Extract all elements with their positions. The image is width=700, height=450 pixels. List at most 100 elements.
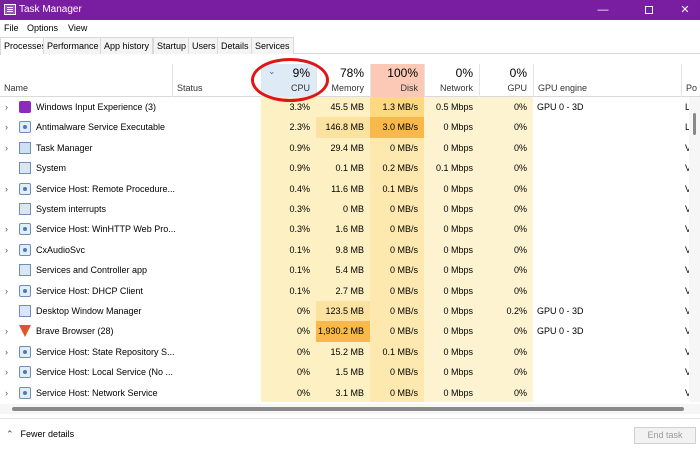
process-cpu: 0.1% bbox=[289, 265, 310, 276]
vertical-scroll-thumb[interactable] bbox=[693, 113, 696, 135]
tab-performance[interactable]: Performance bbox=[43, 37, 103, 54]
service-icon bbox=[19, 366, 31, 379]
process-gpu-engine bbox=[533, 179, 681, 199]
maximize-button[interactable] bbox=[634, 0, 664, 20]
process-row[interactable]: › Service Host: Network Service 0% 3.1 MB 0 … bbox=[0, 383, 700, 402]
process-name: Service Host: State Repository S... bbox=[36, 346, 175, 357]
process-gpu-engine bbox=[533, 138, 681, 158]
process-row[interactable]: › Service Host: State Repository S... 0% 15… bbox=[0, 342, 700, 362]
process-memory: 0.1 MB bbox=[335, 163, 364, 174]
process-name: Service Host: DHCP Client bbox=[36, 285, 143, 296]
header-name-label: Name bbox=[4, 83, 29, 93]
service-icon bbox=[19, 121, 31, 134]
header-status-label: Status bbox=[177, 83, 203, 93]
process-gpu: 0% bbox=[513, 244, 527, 255]
header-gpu-engine[interactable]: GPU engine bbox=[533, 64, 681, 97]
process-disk: 0.2 MB/s bbox=[382, 163, 418, 174]
service-icon bbox=[19, 182, 31, 195]
process-gpu-engine bbox=[533, 158, 681, 178]
header-name[interactable]: Name bbox=[0, 64, 172, 97]
horizontal-scroll-thumb[interactable] bbox=[12, 407, 684, 411]
expand-chevron-icon[interactable]: › bbox=[5, 285, 8, 296]
minimize-button[interactable]: — bbox=[597, 4, 609, 16]
process-gpu: 0% bbox=[513, 265, 527, 276]
vertical-scrollbar[interactable] bbox=[689, 97, 700, 402]
process-network: 0 Mbps bbox=[443, 224, 473, 235]
header-status[interactable]: Status bbox=[172, 64, 261, 97]
disk-percent: 100% bbox=[387, 66, 418, 80]
expand-chevron-icon[interactable]: › bbox=[5, 346, 8, 357]
process-row[interactable]: › Service Host: Local Service (No ... 0% 1.… bbox=[0, 362, 700, 382]
system-icon bbox=[19, 264, 31, 277]
process-memory: 2.7 MB bbox=[335, 285, 364, 296]
process-row[interactable]: › Windows Input Experience (3) 3.3% 45.5 MB… bbox=[0, 97, 700, 118]
expand-chevron-icon[interactable]: › bbox=[5, 387, 8, 398]
column-header: Name Status ⌄ 9% CPU 78% Memory 100% Dis… bbox=[0, 64, 700, 97]
expand-chevron-icon[interactable]: › bbox=[5, 183, 8, 194]
close-button[interactable]: ✕ bbox=[680, 4, 690, 16]
menu-view[interactable]: View bbox=[68, 23, 88, 33]
tab-details[interactable]: Details bbox=[217, 37, 253, 54]
menu-file[interactable]: File bbox=[4, 23, 19, 33]
header-gpu[interactable]: 0% GPU bbox=[479, 64, 533, 97]
process-name: Brave Browser (28) bbox=[36, 326, 114, 337]
process-gpu: 0% bbox=[513, 346, 527, 357]
process-row[interactable]: Desktop Window Manager 0% 123.5 MB 0 MB/s 0 … bbox=[0, 301, 700, 322]
process-memory: 1,930.2 MB bbox=[316, 321, 370, 342]
process-power: V bbox=[685, 367, 692, 378]
process-row[interactable]: System 0.9% 0.1 MB 0.2 MB/s 0.1 Mbps 0% V bbox=[0, 158, 700, 178]
expand-chevron-icon[interactable]: › bbox=[5, 367, 8, 378]
process-row[interactable]: System interrupts 0.3% 0 MB 0 MB/s 0 Mbps 0% V bbox=[0, 199, 700, 219]
task-manager-icon bbox=[4, 4, 16, 15]
process-row[interactable]: › Antimalware Service Executable 2.3% 146.8… bbox=[0, 117, 700, 138]
process-row[interactable]: › Brave Browser (28) 0% 1,930.2 MB 0 MB/s 0 M… bbox=[0, 321, 700, 342]
process-gpu-engine bbox=[533, 342, 681, 362]
process-row[interactable]: Services and Controller app 0.1% 5.4 MB 0 M… bbox=[0, 260, 700, 280]
process-gpu-engine bbox=[533, 281, 681, 301]
process-gpu-engine bbox=[533, 117, 681, 137]
process-cpu: 0% bbox=[296, 306, 310, 316]
process-row[interactable]: › CxAudioSvc 0.1% 9.8 MB 0 MB/s 0 Mbps 0% V bbox=[0, 240, 700, 260]
process-row[interactable]: › Service Host: WinHTTP Web Pro... 0.3% 1.6… bbox=[0, 219, 700, 239]
process-memory: 3.1 MB bbox=[335, 387, 364, 398]
menu-bar: File Options View bbox=[0, 20, 700, 36]
process-power: L bbox=[685, 102, 691, 112]
process-row[interactable]: › Task Manager 0.9% 29.4 MB 0 MB/s 0 Mbps 0% V bbox=[0, 138, 700, 158]
title-bar: Task Manager — ✕ bbox=[0, 0, 700, 20]
process-network: 0 Mbps bbox=[443, 244, 473, 255]
header-network[interactable]: 0% Network bbox=[424, 64, 479, 97]
end-task-button[interactable]: End task bbox=[634, 427, 696, 444]
maximize-icon bbox=[645, 6, 653, 15]
expand-chevron-icon[interactable]: › bbox=[5, 326, 8, 337]
fewer-details-button[interactable]: ⌃ Fewer details bbox=[6, 429, 74, 440]
process-disk: 3.0 MB/s bbox=[370, 117, 424, 138]
process-gpu-engine bbox=[533, 219, 681, 239]
process-row[interactable]: › Service Host: DHCP Client 0.1% 2.7 MB 0 MB… bbox=[0, 281, 700, 301]
process-row[interactable]: › Service Host: Remote Procedure... 0.4% 11… bbox=[0, 179, 700, 199]
power-label: Po bbox=[686, 83, 698, 93]
gpu-engine-label: GPU engine bbox=[538, 83, 588, 93]
process-power: V bbox=[685, 244, 692, 255]
tab-startup[interactable]: Startup bbox=[153, 37, 191, 54]
service-icon bbox=[19, 345, 31, 358]
process-cpu: 3.3% bbox=[289, 102, 310, 112]
header-disk[interactable]: 100% Disk bbox=[370, 64, 424, 97]
process-memory: 123.5 MB bbox=[316, 301, 370, 322]
expand-chevron-icon[interactable]: › bbox=[5, 224, 8, 235]
cpu-column-bg bbox=[261, 97, 316, 402]
tab-services[interactable]: Services bbox=[251, 37, 294, 54]
process-gpu: 0% bbox=[513, 367, 527, 378]
expand-chevron-icon[interactable]: › bbox=[5, 102, 8, 112]
horizontal-scrollbar[interactable] bbox=[0, 404, 700, 414]
service-icon bbox=[19, 243, 31, 256]
cpu-annotation-circle bbox=[251, 58, 329, 102]
expand-chevron-icon[interactable]: › bbox=[5, 122, 8, 133]
header-power[interactable]: Po bbox=[681, 64, 700, 97]
expand-chevron-icon[interactable]: › bbox=[5, 142, 8, 153]
expand-chevron-icon[interactable]: › bbox=[5, 244, 8, 255]
network-percent: 0% bbox=[455, 66, 473, 80]
tab-app-history[interactable]: App history bbox=[100, 37, 154, 54]
tab-users[interactable]: Users bbox=[188, 37, 220, 54]
menu-options[interactable]: Options bbox=[27, 23, 59, 33]
process-gpu-engine bbox=[533, 383, 681, 402]
